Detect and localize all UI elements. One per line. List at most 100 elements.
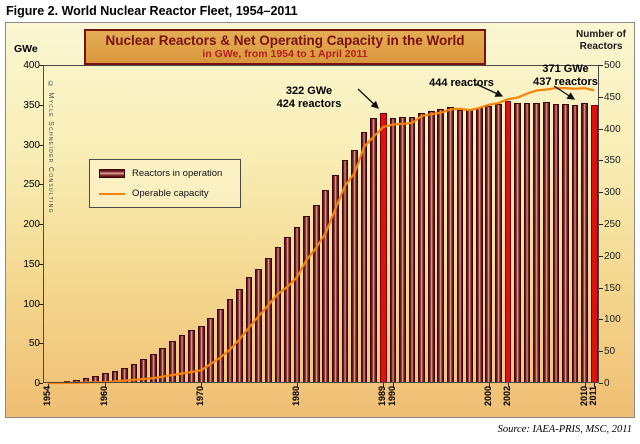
left-axis-tick-label: 300 — [23, 139, 40, 151]
x-axis-tick-label: 1980 — [291, 386, 301, 407]
left-axis-tick-label: 200 — [23, 219, 40, 230]
reactor-bar — [581, 102, 588, 383]
source-note: Source: IAEA-PRIS, MSC, 2011 — [497, 424, 632, 435]
reactor-bar — [264, 257, 272, 383]
reactor-bar — [447, 106, 454, 383]
right-axis-tick-label: 150 — [604, 282, 621, 294]
right-axis-tick-label: 0 — [604, 378, 610, 389]
right-axis-tick — [599, 192, 603, 194]
left-axis-tick — [39, 263, 43, 265]
reactors-bar-swatch-icon — [99, 169, 125, 178]
reactor-bar — [226, 299, 234, 383]
left-axis-tick-label: 100 — [23, 298, 40, 310]
chart-title-banner: Nuclear Reactors & Net Operating Capacit… — [84, 29, 486, 65]
reactor-bar — [312, 204, 320, 383]
reactor-bar — [101, 372, 109, 383]
capacity-line-swatch-icon — [99, 192, 125, 195]
reactor-bar — [552, 103, 560, 383]
chart-title: Nuclear Reactors & Net Operating Capacit… — [105, 33, 465, 48]
x-axis-tick — [105, 383, 107, 387]
reactor-bar — [542, 101, 550, 383]
right-axis-tick — [599, 128, 603, 130]
reactor-bar — [197, 325, 205, 383]
x-axis-tick-label: 1960 — [99, 386, 110, 407]
reactor-bar — [523, 102, 531, 383]
legend-label-capacity: Operable capacity — [132, 188, 209, 199]
left-axis-tick — [39, 104, 43, 106]
reactor-bar — [188, 329, 195, 383]
left-axis-tick — [39, 224, 43, 225]
reactor-bar — [408, 116, 416, 383]
left-axis-tick-label: 150 — [23, 258, 40, 270]
reactor-bar — [169, 341, 176, 383]
reactor-bar — [571, 105, 579, 383]
left-axis-unit-label: GWe — [14, 43, 38, 55]
right-axis-tick-label: 200 — [604, 250, 621, 262]
reactor-bar — [111, 370, 119, 383]
x-axis-tick — [507, 383, 509, 387]
reactor-bar — [159, 348, 167, 383]
left-axis-tick — [39, 65, 43, 66]
right-axis-tick-label: 450 — [604, 91, 621, 103]
x-axis-tick-label: 1990 — [386, 386, 397, 407]
reactor-bar — [437, 108, 445, 383]
operable-capacity-line — [47, 87, 595, 385]
annotation-1989-line2: 424 reactors — [276, 98, 342, 110]
annotation-2010-line2: 437 reactors — [533, 76, 598, 88]
right-axis-tick-label: 250 — [604, 219, 621, 230]
reactor-bar — [399, 117, 406, 383]
reactor-bar — [293, 227, 301, 383]
reactor-bar — [341, 160, 349, 383]
reactor-bar — [360, 132, 368, 383]
reactor-bar — [370, 118, 378, 383]
x-axis-tick — [584, 383, 586, 387]
right-axis-tick — [599, 287, 603, 289]
reactor-bar — [82, 377, 90, 383]
left-axis-tick-label: 50 — [28, 338, 40, 350]
chart-subtitle: in GWe, from 1954 to 1 April 2011 — [202, 48, 368, 60]
right-axis-unit-label: Number of Reactors — [576, 29, 626, 52]
left-axis-tick-label: 250 — [23, 179, 40, 191]
capacity-line-layer — [47, 87, 595, 385]
right-axis-tick-label: 300 — [604, 187, 621, 199]
right-axis-tick-label: 400 — [604, 123, 621, 135]
legend-label-reactors: Reactors in operation — [132, 168, 223, 179]
left-axis-tick-label: 400 — [23, 60, 40, 71]
x-axis-tick-label: 1954 — [41, 386, 52, 407]
x-axis-tick — [488, 383, 490, 387]
reactor-bar — [255, 268, 263, 383]
reactor-bar — [418, 112, 425, 383]
legend: Reactors in operation Operable capacity — [89, 159, 241, 208]
annotation-1989: 322 GWe 424 reactors — [249, 85, 369, 111]
left-axis-tick — [39, 184, 43, 186]
left-axis-tick-label: 0 — [34, 378, 40, 389]
x-axis-tick-label: 2011 — [588, 386, 599, 406]
reactor-bar — [456, 110, 464, 383]
x-axis-tick — [297, 383, 298, 387]
left-axis-tick-label: 350 — [23, 99, 40, 111]
reactor-bar — [322, 190, 330, 383]
reactor-bar — [389, 118, 397, 383]
right-axis-tick-label: 500 — [604, 60, 621, 71]
legend-item-capacity: Operable capacity — [99, 188, 231, 199]
chart: Nuclear Reactors & Net Operating Capacit… — [5, 22, 635, 418]
copyright-watermark: © Mycle Schneider Consulting — [47, 81, 54, 214]
reactor-bar — [562, 104, 569, 383]
left-axis-tick — [39, 303, 43, 305]
x-axis-tick-label: 2002 — [501, 386, 512, 407]
reactor-bar — [140, 359, 147, 383]
reactor-bar — [92, 376, 100, 383]
right-axis-tick — [599, 383, 603, 384]
reactor-bar — [207, 318, 215, 383]
right-axis-tick — [599, 65, 603, 66]
right-axis-tick-label: 100 — [604, 314, 621, 326]
x-axis-tick-label: 1970 — [195, 386, 206, 407]
right-axis-tick — [599, 224, 603, 225]
reactor-bar — [351, 150, 358, 383]
highlighted-reactor-bar — [379, 113, 387, 383]
reactor-bar — [332, 175, 339, 383]
right-axis-tick-label: 50 — [604, 346, 616, 358]
highlighted-reactor-bar — [590, 105, 598, 383]
right-axis-tick — [599, 351, 603, 353]
